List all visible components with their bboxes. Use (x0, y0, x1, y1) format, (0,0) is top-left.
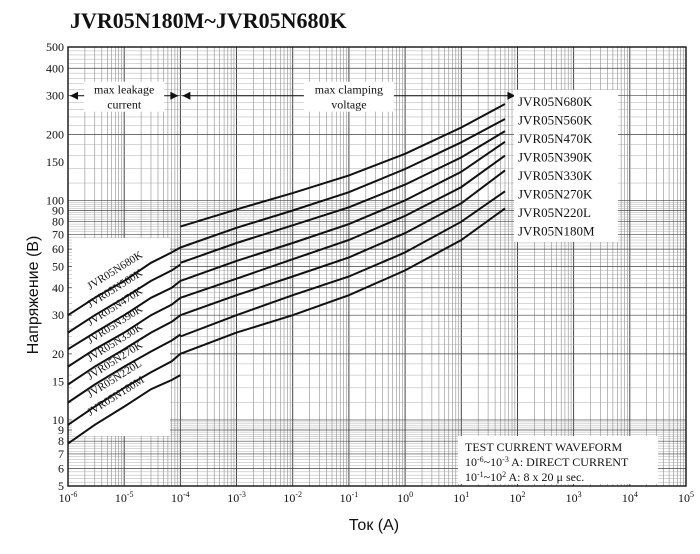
x-tick-label: 100 (397, 490, 413, 505)
y-tick-label: 15 (52, 374, 64, 388)
region-label-bg (84, 81, 165, 112)
x-axis-ticks: 10-6 10-5 10-4 10-3 10-2 10-1 100 101 102 103 104 1… (59, 490, 694, 505)
x-tick-label: 10-4 (171, 490, 190, 505)
clamping-curve (180, 130, 506, 264)
leakage-curve (67, 353, 182, 426)
y-tick-label: 80 (52, 215, 64, 229)
series-JVR05N560K (67, 118, 506, 334)
clamping-curve (180, 140, 506, 282)
leakage-curve (67, 246, 181, 317)
clamping-curve (180, 103, 506, 228)
series-curves (67, 103, 506, 445)
y-axis-label: Напряжение (В) (25, 236, 42, 355)
leakage-curve (67, 280, 182, 351)
y-tick-label: 9 (58, 423, 64, 437)
note-bg (458, 436, 658, 484)
series-JVR05N270K (67, 169, 506, 404)
leakage-curve (67, 374, 181, 445)
y-tick-label: 90 (52, 203, 64, 217)
leakage-curve (67, 314, 182, 386)
x-tick-label: 10-3 (227, 490, 246, 505)
clamping-curve (180, 207, 506, 355)
y-tick-label: 7 (58, 447, 64, 461)
x-tick-label: 105 (678, 490, 694, 505)
region-label-line2: current (107, 98, 142, 112)
x-tick-label: 10-1 (340, 490, 359, 505)
y-tick-label: 10 (52, 413, 64, 427)
y-tick-label: 6 (58, 462, 64, 476)
region-arrow-head-right (170, 91, 179, 100)
y-tick-label: 5 (58, 479, 64, 493)
clamping-curve (180, 169, 506, 317)
series-JVR05N180M (67, 207, 506, 445)
y-tick-label: 300 (46, 89, 64, 103)
plot-frame (67, 46, 687, 487)
note-line1: TEST CURRENT WAVEFORM (465, 440, 622, 454)
note-line3: 10-1~102 A: 8 x 20 μ sec. (465, 470, 584, 484)
region-label-line1: max leakage (94, 83, 154, 97)
y-tick-label: 40 (52, 281, 64, 295)
x-axis-label: Ток (A) (349, 517, 399, 534)
series-JVR05N680K (67, 103, 506, 317)
x-tick-label: 10-6 (59, 490, 78, 505)
series-JVR05N390K (67, 140, 506, 368)
y-tick-label: 150 (46, 155, 64, 169)
legend-entry: JVR05N470K (518, 131, 593, 146)
leakage-curve (67, 333, 181, 404)
leakage-curve (67, 297, 182, 368)
leakage-curve (67, 263, 181, 334)
x-tick-label: 10-5 (115, 490, 134, 505)
y-tick-label: 30 (52, 308, 64, 322)
x-tick-label: 102 (509, 490, 525, 505)
region-label-line1: max clamping (315, 83, 383, 97)
legend: JVR05N680K JVR05N560K JVR05N470K JVR05N390K… (514, 90, 618, 242)
chart-title: JVR05N180M~JVR05N680K (70, 8, 347, 33)
series-JVR05N470K (67, 130, 506, 351)
series-JVR05N220L (67, 190, 506, 426)
clamping-curve (180, 118, 506, 249)
legend-entry: JVR05N330K (518, 168, 593, 183)
clamping-curve (180, 154, 506, 299)
x-tick-label: 103 (566, 490, 582, 505)
y-tick-label: 500 (46, 40, 64, 54)
y-tick-label: 50 (52, 260, 64, 274)
note-line2: 10-6~10-3 A: DIRECT CURRENT (465, 455, 629, 469)
y-tick-label: 70 (52, 227, 64, 241)
y-tick-label: 400 (46, 61, 64, 75)
plot-border (67, 46, 687, 487)
region-arrow-head-left (182, 91, 191, 100)
region-label-bg (303, 81, 394, 112)
x-tick-label: 101 (453, 490, 469, 505)
legend-bg (514, 90, 618, 242)
legend-entry: JVR05N220L (518, 205, 591, 220)
clamping-curve (180, 190, 506, 338)
legend-entry: JVR05N390K (518, 150, 593, 165)
region-arrow-head-left (70, 91, 78, 100)
legend-entry: JVR05N270K (518, 187, 593, 202)
legend-entry: JVR05N180M (518, 224, 595, 239)
y-tick-label: 8 (58, 434, 64, 448)
region-arrow-head-right (507, 91, 516, 100)
y-tick-label: 100 (46, 193, 64, 207)
legend-entry: JVR05N680K (518, 94, 593, 109)
legend-entry: JVR05N560K (518, 113, 593, 128)
y-tick-label: 60 (52, 242, 64, 256)
x-tick-label: 104 (622, 490, 638, 505)
y-tick-label: 200 (46, 127, 64, 141)
y-tick-label: 20 (52, 347, 64, 361)
region-label-line2: voltage (331, 98, 366, 112)
x-tick-label: 10-2 (283, 490, 302, 505)
series-JVR05N330K (67, 154, 506, 386)
